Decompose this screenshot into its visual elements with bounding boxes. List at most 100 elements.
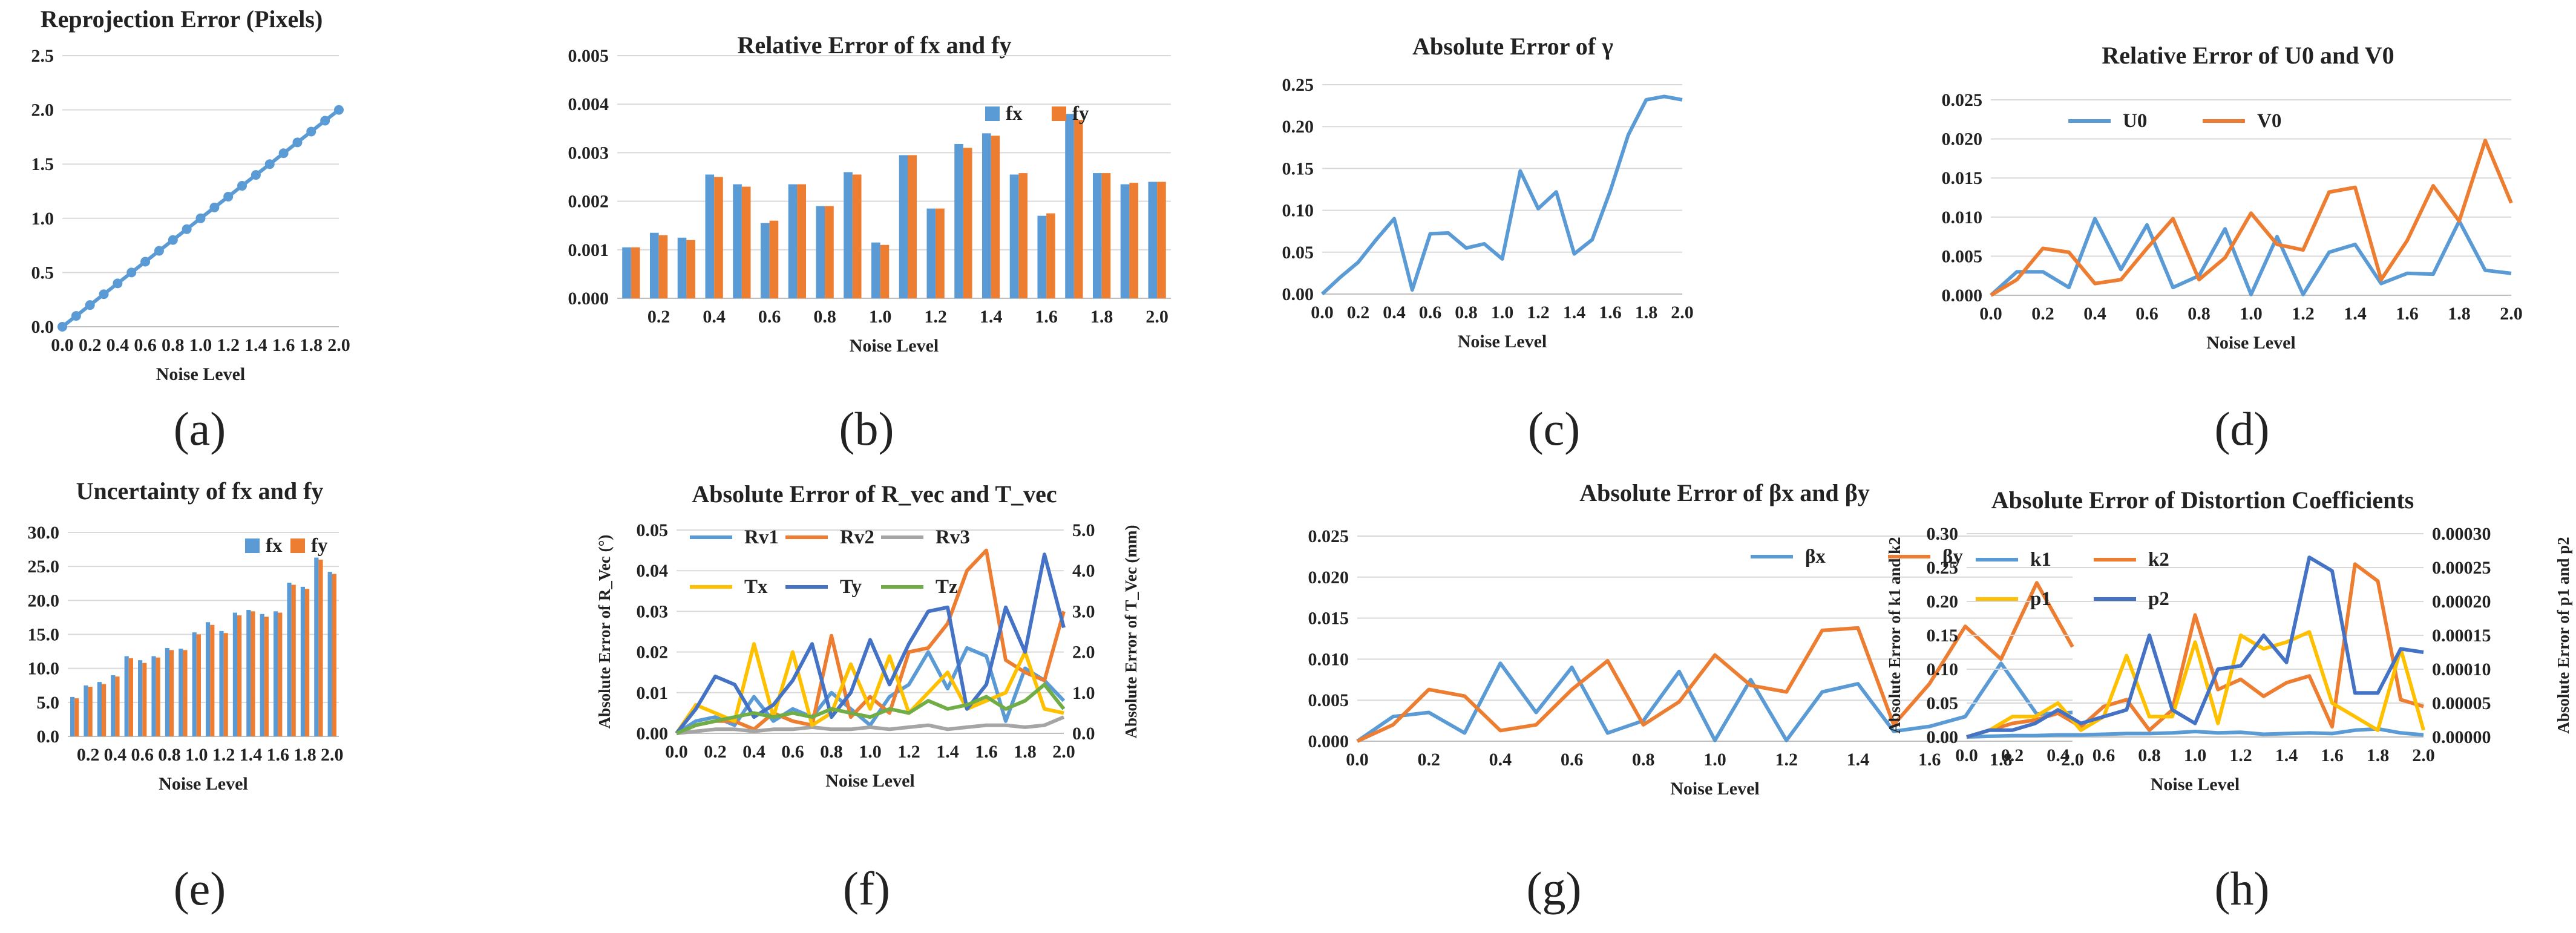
x-tick-label: 1.6 <box>1918 750 1941 770</box>
bar-fx <box>1148 182 1158 298</box>
x-tick-label: 1.2 <box>1527 303 1550 322</box>
x-tick-label: 0.8 <box>1632 750 1655 770</box>
bar-fx <box>954 143 963 298</box>
bar-fx <box>926 208 936 298</box>
x-tick-label: 2.0 <box>1671 303 1694 322</box>
bar-fx <box>1065 114 1074 299</box>
x-tick-label: 1.2 <box>2229 745 2252 765</box>
bar-fy <box>237 615 242 736</box>
bar-fy <box>825 206 834 298</box>
y-tick-label: 0.30 <box>1927 524 1959 544</box>
y-tick-label: 0.25 <box>1282 75 1314 95</box>
bar-fy <box>183 650 188 736</box>
x-tick-label: 1.6 <box>272 335 295 355</box>
y2-tick-label: 5.0 <box>1072 520 1095 540</box>
bar-fx <box>206 622 211 736</box>
x-tick-label: 1.8 <box>300 335 323 355</box>
legend-label: Tx <box>744 576 768 598</box>
bar-fx <box>179 649 183 736</box>
bar-fy <box>908 155 917 298</box>
x-tick-label: 0.8 <box>2188 304 2211 324</box>
legend-swatch <box>290 539 305 553</box>
legend-label: k1 <box>2030 549 2051 571</box>
data-point <box>182 224 192 234</box>
y-tick-label: 0.15 <box>1927 626 1959 646</box>
x-tick-label: 1.4 <box>244 335 267 355</box>
y-tick-label: 0.05 <box>1282 243 1314 263</box>
chart-d: Relative Error of U0 and V0 0.000 0.005 0.0… <box>1942 42 2523 455</box>
x-tick-label: 0.6 <box>134 335 157 355</box>
x-axis-label: Noise Level <box>850 336 939 356</box>
x-tick-label: 2.0 <box>2412 745 2435 765</box>
legend-swatch <box>985 106 1000 121</box>
legend: fx fy <box>245 535 328 557</box>
legend-label: p1 <box>2030 588 2051 610</box>
bar-fy <box>142 663 147 736</box>
x-tick-label: 0.6 <box>1561 750 1584 770</box>
y2-tick-label: 0.00010 <box>2432 660 2491 679</box>
bar-fy <box>1157 182 1166 298</box>
x-tick-label: 1.0 <box>869 307 892 327</box>
series-line-Ty <box>675 552 1066 735</box>
chart-h: Absolute Error of Distortion Coefficient… <box>1886 486 2572 915</box>
bar-fx <box>287 583 292 736</box>
x-axis-label: Noise Level <box>1458 332 1547 352</box>
x-tick-label: 1.4 <box>936 742 959 762</box>
x-tick-label: 1.4 <box>1847 750 1870 770</box>
bar-fy <box>305 589 310 736</box>
x-tick-label: 1.4 <box>2275 745 2298 765</box>
x-tick-label: 1.0 <box>2184 745 2207 765</box>
x-tick-label: 0.2 <box>1347 303 1370 322</box>
x-tick-label: 1.8 <box>1090 307 1113 327</box>
bar-fy <box>1046 213 1055 298</box>
bar-fy <box>251 611 255 736</box>
y-tick-label: 0.00 <box>1927 727 1959 747</box>
x-tick-label: 0.4 <box>742 742 765 762</box>
x-tick-label: 0.6 <box>2135 304 2158 324</box>
x-tick-label: 1.0 <box>859 742 882 762</box>
y2-tick-label: 0.00025 <box>2432 558 2491 578</box>
bar-fy <box>332 574 336 736</box>
y2-tick-label: 0.00020 <box>2432 592 2491 612</box>
chart-title: Uncertainty of fx and fy <box>76 477 324 505</box>
bar-fy <box>852 174 862 298</box>
x-tick-label: 0.6 <box>2093 745 2116 765</box>
bar-fx <box>260 614 264 736</box>
x-tick-label: 1.6 <box>2321 745 2344 765</box>
bar-fx <box>677 237 687 298</box>
bar-fy <box>102 684 107 736</box>
y-tick-label: 0.020 <box>1308 568 1349 588</box>
legend-label: k2 <box>2148 549 2169 571</box>
bar-fx <box>274 611 278 736</box>
data-point <box>334 105 344 115</box>
y-tick-label: 1.0 <box>31 209 54 229</box>
y-tick-label: 0.5 <box>31 263 54 283</box>
bar-fx <box>314 557 319 736</box>
bar-fy <box>196 634 201 736</box>
bar-fy <box>936 208 945 298</box>
legend-label: fy <box>311 535 328 557</box>
y-tick-label: 1.5 <box>31 154 54 174</box>
bar-fy <box>291 584 296 736</box>
bar-fy <box>156 657 160 736</box>
y-tick-label: 5.0 <box>37 693 60 713</box>
bar-fx <box>982 133 991 298</box>
x-tick-label: 0.8 <box>158 745 181 765</box>
x-tick-label: 1.2 <box>212 745 235 765</box>
y-tick-label: 0.010 <box>1942 208 1983 228</box>
legend-label: Rv3 <box>936 526 970 548</box>
series-line-βy <box>1356 581 2074 743</box>
bar-fx <box>232 612 237 736</box>
y-tick-label: 0.0 <box>37 727 60 747</box>
x-tick-label: 0.8 <box>813 307 836 327</box>
x-tick-label: 0.8 <box>162 335 185 355</box>
y-tick-label: 0.10 <box>1927 660 1959 679</box>
x-tick-label: 1.8 <box>1635 303 1658 322</box>
x-tick-label: 0.0 <box>1346 750 1369 770</box>
bar-fy <box>278 612 283 736</box>
data-point <box>251 170 261 180</box>
bar-fx <box>788 184 798 298</box>
data-point <box>209 202 220 212</box>
data-point <box>278 148 289 159</box>
